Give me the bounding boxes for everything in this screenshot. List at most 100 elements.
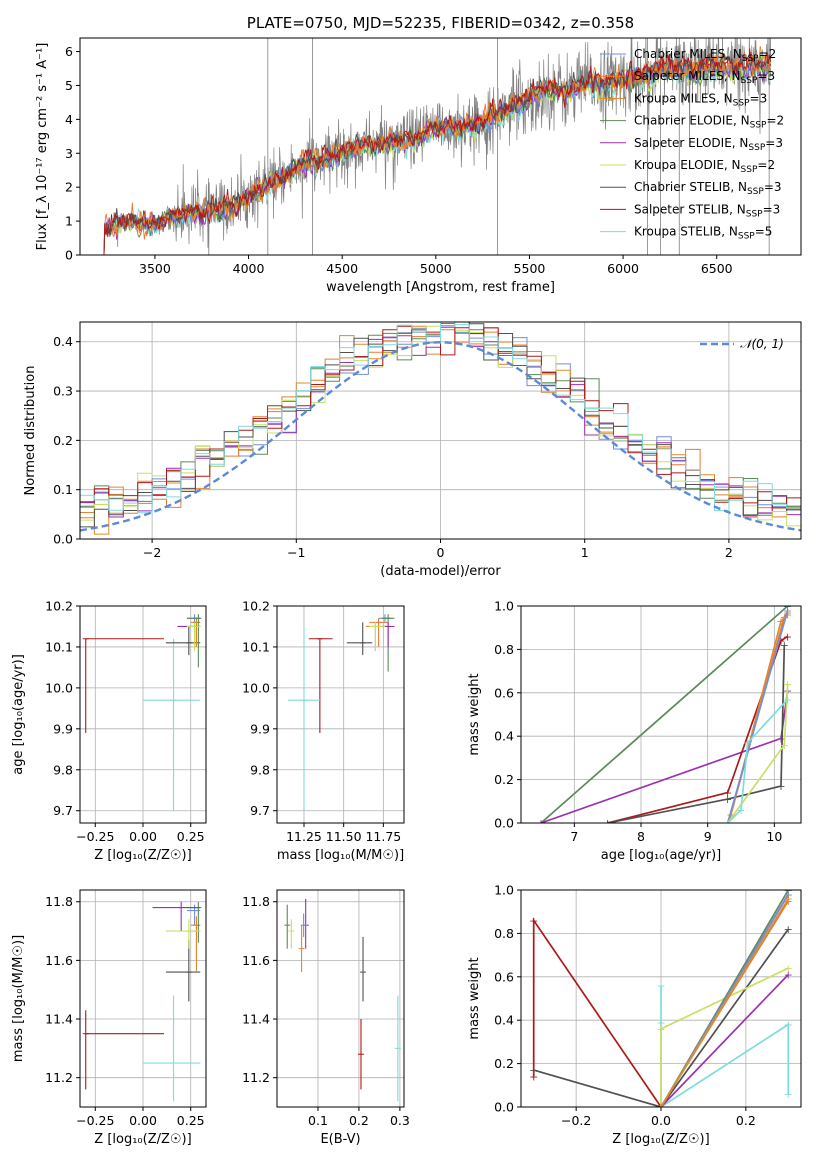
y-tick-label: 0.6	[494, 685, 514, 700]
weight-marker: +	[784, 895, 793, 908]
x-tick-label: 5500	[514, 261, 546, 276]
weight-marker: +	[784, 969, 793, 982]
x-tick-label: 0.25	[177, 1113, 205, 1128]
spectrum-panel: PLATE=0750, MJD=52235, FIBERID=0342, z=0…	[35, 14, 802, 295]
y-tick-label: 1.0	[494, 883, 514, 898]
weight-line	[660, 974, 789, 1107]
y-tick-label: 10.2	[242, 599, 270, 614]
y-tick-label: 1.0	[494, 599, 514, 614]
legend-label-sub: SSP	[746, 209, 763, 219]
x-tick-label: −1	[287, 545, 305, 560]
weight-vs-metallicity-panel: −0.2 0.0 0.20.00.20.40.60.81.0++++++++++++…	[467, 883, 802, 1147]
normal-curve	[80, 340, 801, 532]
weight-marker: +	[723, 817, 732, 830]
y-tick-label: 11.8	[45, 894, 73, 909]
legend-label-sub: SSP	[747, 187, 764, 197]
x-tick-label: −0.25	[76, 829, 114, 844]
weight-marker: +	[736, 804, 745, 817]
axes-frame	[276, 889, 405, 1108]
y-tick-label: 5	[65, 78, 73, 93]
x-tick-label: 3500	[139, 261, 171, 276]
plot-area	[82, 901, 202, 1102]
x-tick-label: 4000	[233, 261, 265, 276]
x-tick-label: −0.2	[561, 1113, 591, 1128]
x-tick-label: 5000	[420, 261, 452, 276]
y-tick-label: 9.7	[53, 803, 73, 818]
x-axis-label: Z [log₁₀(Z/Z☉)]	[94, 848, 191, 863]
weight-line	[726, 610, 789, 823]
weight-marker: +	[726, 808, 735, 821]
weight-marker: +	[656, 1101, 665, 1114]
weight-marker: +	[776, 615, 785, 628]
weight-marker: +	[783, 630, 792, 643]
y-tick-label: 0.3	[53, 384, 73, 399]
legend-label-n: =5	[755, 225, 773, 239]
weight-line	[607, 635, 789, 823]
legend-label: Chabrier ELODIE, NSSP=2	[634, 114, 784, 131]
weight-line	[727, 698, 789, 823]
weight-marker: +	[783, 693, 792, 706]
weight-line	[727, 684, 789, 823]
legend-label-sub: SSP	[741, 76, 758, 86]
y-tick-label: 0.0	[53, 532, 73, 547]
weight-marker: +	[529, 914, 538, 927]
legend-label: Salpeter ELODIE, NSSP=3	[634, 136, 783, 153]
weight-marker: +	[603, 817, 612, 830]
legend-label-text: Kroupa STELIB, N	[634, 225, 738, 239]
x-tick-label: 0.2	[736, 1113, 756, 1128]
legend-marker: +	[608, 92, 617, 105]
y-tick-label: 10.1	[242, 639, 270, 654]
legend-label-n: =2	[766, 114, 784, 128]
x-tick-label: 10	[766, 829, 782, 844]
y-axis-label: Flux [f_λ 10⁻¹⁷ erg cm⁻² s⁻¹ A⁻¹]	[35, 43, 50, 251]
residuals-panel: −2 −1 0 1 2 0.0 0.1 0.2 0.3 0.4 (data-model)/error…	[23, 321, 802, 579]
plot-area: ++++++++++++++++++++++++++	[529, 890, 793, 1114]
legend-label-text: Salpeter STELIB, N	[634, 202, 746, 216]
legend-label-text: Kroupa MILES, N	[634, 91, 733, 105]
legend-label-n: =3	[750, 91, 768, 105]
y-tick-label: 3	[65, 146, 73, 161]
y-tick-label: 10.1	[45, 639, 73, 654]
x-tick-label: 11.50	[326, 829, 362, 844]
weight-marker: +	[656, 1101, 665, 1114]
y-tick-label: 0.2	[494, 1056, 514, 1071]
legend-label-text: Salpeter MILES, N	[634, 69, 741, 83]
age-vs-metallicity-panel: −0.25 0.00 0.25 9.7 9.8 9.9 10.0 10.1 10.2 Z [log…	[11, 599, 207, 863]
legend-label-n: =2	[757, 158, 775, 172]
y-tick-label: 2	[65, 180, 73, 195]
y-tick-label: 0.2	[53, 433, 73, 448]
weight-marker: +	[780, 739, 789, 752]
y-axis-label: mass [log₁₀(M/M☉)]	[11, 935, 26, 1062]
x-tick-label: 4500	[326, 261, 358, 276]
weight-line	[660, 967, 789, 1107]
y-tick-label: 11.2	[242, 1070, 270, 1085]
y-tick-label: 0.6	[494, 969, 514, 984]
weight-marker: +	[776, 635, 785, 648]
legend-label-sub: SSP	[748, 143, 765, 153]
axes-frame	[520, 889, 802, 1108]
y-tick-label: 9.8	[250, 762, 270, 777]
y-tick-label: 10.0	[45, 680, 73, 695]
y-tick-label: 0.8	[494, 926, 514, 941]
legend-label-sub: SSP	[750, 121, 767, 131]
legend-label: Chabrier MILES, NSSP=2	[634, 47, 776, 64]
legend-label: 𝒩(0, 1)	[740, 337, 784, 351]
x-tick-label: 8	[637, 829, 645, 844]
axes-frame	[79, 321, 802, 540]
x-tick-label: 0.25	[177, 829, 205, 844]
weight-marker: +	[784, 923, 793, 936]
x-tick-label: 6500	[701, 261, 733, 276]
weight-marker: +	[536, 817, 545, 830]
x-axis-label: Z [log₁₀(Z/Z☉)]	[612, 1132, 709, 1147]
y-tick-label: 0.4	[494, 1013, 514, 1028]
weight-marker: +	[656, 1101, 665, 1114]
weight-marker: +	[656, 1101, 665, 1114]
y-tick-label: 1	[65, 214, 73, 229]
y-tick-label: 11.4	[242, 1012, 270, 1027]
x-tick-label: 11.75	[365, 829, 401, 844]
x-tick-label: −0.25	[76, 1113, 114, 1128]
plot-area: ++++++++++++++++++++++++++++++	[536, 606, 792, 830]
weight-marker: +	[783, 609, 792, 622]
y-tick-label: 11.6	[45, 953, 73, 968]
axes-frame	[276, 605, 405, 824]
